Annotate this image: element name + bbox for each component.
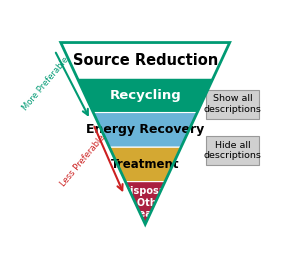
Text: Source Reduction: Source Reduction [73,53,218,68]
Text: Disposal
or Other
Releases: Disposal or Other Releases [121,186,170,220]
Polygon shape [125,182,165,224]
Text: Less Preferable: Less Preferable [58,133,107,188]
Polygon shape [77,78,213,112]
Polygon shape [93,112,197,147]
Polygon shape [61,43,230,78]
Polygon shape [109,147,181,182]
FancyBboxPatch shape [206,136,259,165]
Text: Recycling: Recycling [110,89,181,102]
Text: Energy Recovery: Energy Recovery [86,123,204,136]
FancyBboxPatch shape [206,89,259,119]
Text: Show all
descriptions: Show all descriptions [204,94,262,114]
Text: More Preferable: More Preferable [20,55,70,112]
Text: Hide all
descriptions: Hide all descriptions [204,141,262,160]
Text: Treatment: Treatment [111,158,179,171]
